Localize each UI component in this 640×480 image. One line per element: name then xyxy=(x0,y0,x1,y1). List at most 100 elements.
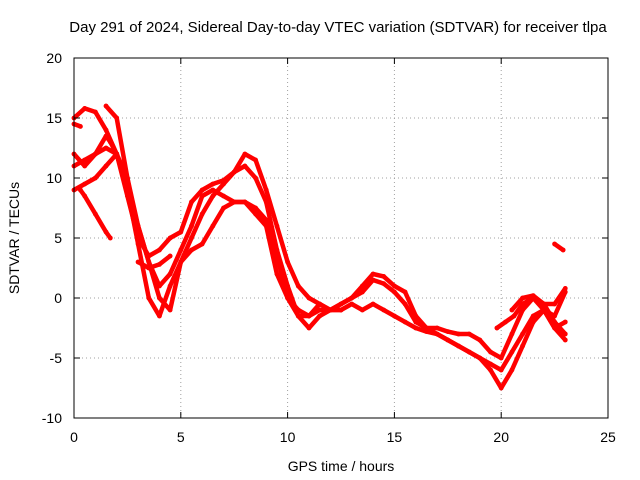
data-point xyxy=(274,271,280,277)
data-point xyxy=(509,367,515,373)
data-point xyxy=(327,307,333,313)
data-point xyxy=(498,355,504,361)
data-point xyxy=(107,235,113,241)
data-point xyxy=(103,229,109,235)
data-point xyxy=(530,319,536,325)
data-point xyxy=(530,293,536,298)
data-point xyxy=(157,295,162,301)
data-point xyxy=(477,355,483,361)
data-point xyxy=(370,271,376,277)
data-point xyxy=(359,307,365,313)
data-point xyxy=(562,337,568,343)
data-point xyxy=(349,301,355,307)
data-point xyxy=(178,247,184,253)
data-point xyxy=(317,301,323,307)
data-point xyxy=(445,337,451,343)
data-point xyxy=(456,331,461,337)
data-point xyxy=(562,331,568,337)
data-point xyxy=(274,253,280,259)
data-point xyxy=(466,331,472,337)
data-point xyxy=(552,325,557,331)
data-point xyxy=(509,349,515,355)
data-point xyxy=(562,286,568,291)
data-point xyxy=(509,307,515,313)
data-point xyxy=(103,145,109,151)
data-point xyxy=(82,157,88,163)
x-tick-label: 0 xyxy=(70,429,78,445)
data-point xyxy=(221,181,226,187)
data-point xyxy=(552,241,557,247)
data-point xyxy=(199,241,205,247)
y-tick-label: 20 xyxy=(46,50,62,66)
data-point xyxy=(306,313,312,319)
data-point xyxy=(392,283,397,289)
data-point xyxy=(402,289,408,295)
data-point xyxy=(338,307,344,313)
data-point xyxy=(221,193,226,199)
data-point xyxy=(317,307,323,313)
data-point xyxy=(199,211,205,217)
data-point xyxy=(263,199,269,205)
data-point xyxy=(488,367,493,373)
data-point xyxy=(488,361,493,367)
y-tick-label: -10 xyxy=(42,410,62,426)
data-point xyxy=(274,223,280,229)
data-point xyxy=(107,139,113,145)
ticks: 0 5 10 15 20 25 -10 -5 0 5 10 15 20 xyxy=(42,50,616,445)
data-point xyxy=(157,262,162,267)
data-point xyxy=(263,187,269,193)
data-point xyxy=(231,169,237,175)
data-point xyxy=(552,301,557,307)
y-tick-label: 5 xyxy=(54,230,62,246)
data-point xyxy=(146,295,152,301)
data-point xyxy=(189,235,194,241)
data-point xyxy=(92,211,98,217)
data-point xyxy=(295,313,301,319)
data-point xyxy=(157,283,162,289)
data-point xyxy=(92,109,98,115)
data-point xyxy=(562,319,568,325)
data-point xyxy=(498,367,504,373)
data-point xyxy=(402,319,408,325)
data-point xyxy=(530,313,536,319)
data-point xyxy=(370,301,376,307)
chart-title: Day 291 of 2024, Sidereal Day-to-day VTE… xyxy=(69,19,607,36)
data-point xyxy=(199,187,205,193)
data-point xyxy=(392,289,397,295)
data-point xyxy=(125,175,130,181)
data-point xyxy=(103,133,109,139)
data-point xyxy=(253,205,258,211)
y-tick-label: 10 xyxy=(46,170,62,186)
data-point xyxy=(78,124,83,129)
data-point xyxy=(285,259,290,265)
data-point xyxy=(434,325,440,331)
data-point xyxy=(509,331,515,337)
data-point xyxy=(359,289,365,295)
data-point xyxy=(135,241,141,247)
y-tick-label: 0 xyxy=(54,290,62,306)
series-line-4 xyxy=(71,151,333,331)
y-tick-label: -5 xyxy=(50,350,63,366)
data-point xyxy=(82,163,88,169)
data-point xyxy=(221,205,226,211)
x-tick-label: 15 xyxy=(387,429,403,445)
y-tick-label: 15 xyxy=(46,110,62,126)
y-axis-label: SDTVAR / TECUs xyxy=(6,182,22,294)
data-point xyxy=(520,331,525,337)
data-point xyxy=(494,325,500,331)
data-point xyxy=(231,199,237,205)
data-point xyxy=(242,151,248,157)
data-point xyxy=(359,283,365,289)
data-point xyxy=(210,187,216,193)
data-point xyxy=(199,193,205,199)
data-point xyxy=(167,283,173,289)
x-tick-label: 10 xyxy=(280,429,296,445)
data-point xyxy=(157,247,162,253)
data-point xyxy=(349,295,355,301)
data-point xyxy=(146,259,152,265)
data-point xyxy=(114,115,120,121)
data-point xyxy=(167,307,173,313)
x-tick-label: 25 xyxy=(600,429,616,445)
data-point xyxy=(103,103,109,109)
data-point xyxy=(520,295,525,301)
